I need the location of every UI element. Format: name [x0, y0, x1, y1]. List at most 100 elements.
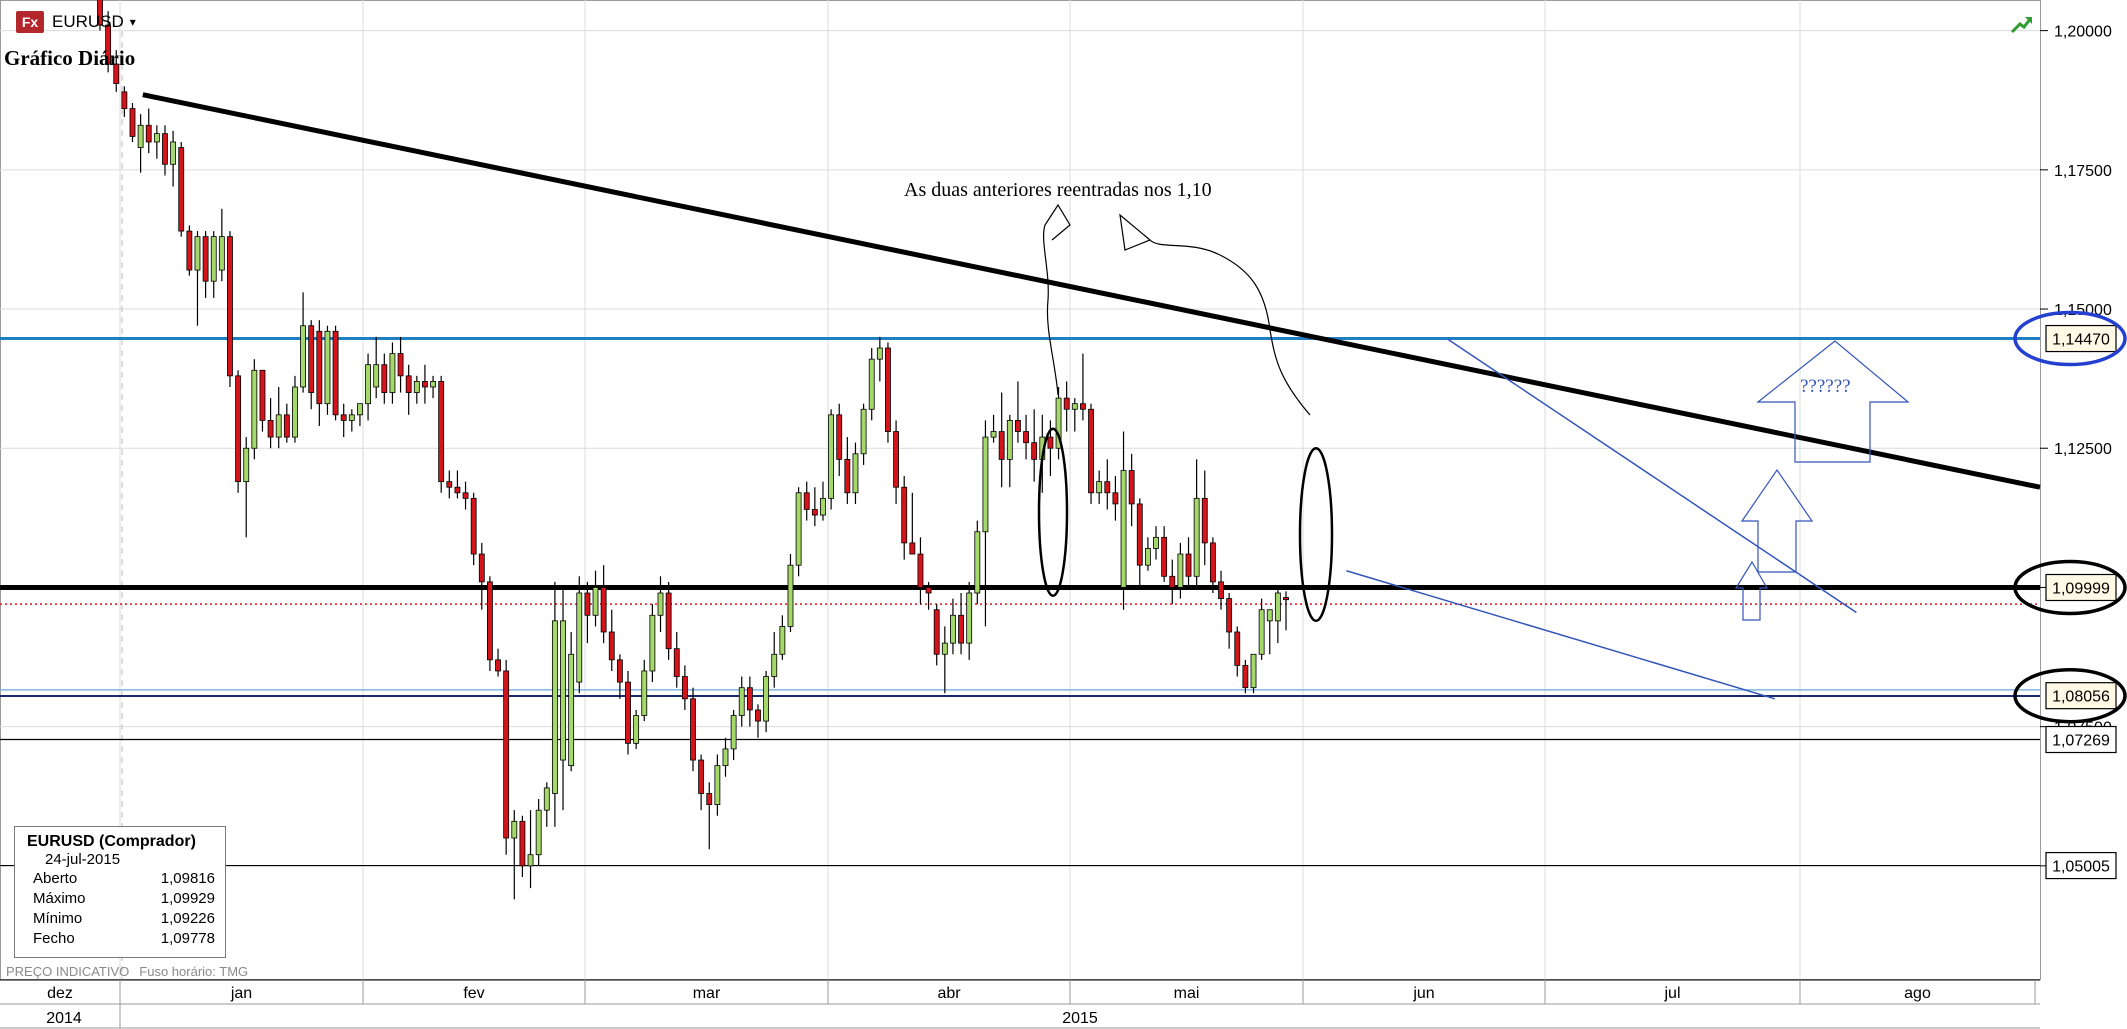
candle — [519, 820, 526, 867]
candle — [1015, 419, 1021, 432]
x-month-label: jul — [1663, 985, 1680, 1002]
candle — [348, 414, 355, 421]
candle — [340, 414, 347, 421]
info-title: EURUSD (Comprador) — [27, 833, 196, 850]
candle — [300, 325, 307, 388]
candle — [828, 414, 835, 499]
footer-note: PREÇO INDICATIVO Fuso horário: TMG — [6, 964, 248, 979]
price-label-ellipse — [2013, 667, 2127, 724]
price-label-box — [2045, 573, 2117, 602]
candle — [397, 353, 404, 377]
candle — [1023, 431, 1029, 444]
candle — [1063, 397, 1070, 410]
chevron-down-icon[interactable]: ▾ — [129, 15, 136, 29]
candle — [941, 642, 948, 655]
info-date: 24-jul-2015 — [45, 851, 121, 868]
candle — [535, 809, 542, 856]
price-label-ellipse — [2013, 310, 2127, 367]
candle — [1274, 592, 1281, 622]
x-month-label: ago — [1904, 985, 1931, 1002]
candle — [1161, 536, 1168, 577]
candle — [551, 620, 558, 794]
y-tick-label: 1,17500 — [2054, 163, 2112, 180]
reentry-ellipse — [1298, 446, 1334, 623]
candle — [820, 497, 826, 516]
candle — [511, 820, 518, 839]
candle — [852, 453, 859, 494]
annotation-previous: As duas anteriores reentradas nos 1,10 — [904, 179, 1212, 201]
info-row-close: Fecho 1,09778 — [33, 930, 215, 947]
candle — [527, 854, 534, 867]
candle — [1031, 442, 1038, 460]
candle — [105, 24, 112, 65]
candle — [462, 492, 469, 499]
candle — [235, 375, 242, 483]
candle — [1250, 653, 1257, 689]
candle — [974, 531, 981, 594]
trendline-channel-bottom — [1346, 570, 1776, 700]
candle — [608, 631, 615, 661]
reentry-ellipse — [1037, 427, 1069, 598]
candle — [113, 63, 120, 84]
candle — [1144, 548, 1151, 566]
up-arrow-outline — [1740, 468, 1814, 573]
price-label: 1,07269 — [2052, 733, 2110, 750]
candle — [1120, 470, 1127, 588]
candle — [1234, 631, 1241, 666]
candle — [446, 481, 453, 488]
candle — [97, 0, 103, 26]
candle — [1258, 609, 1265, 655]
candle — [860, 408, 867, 455]
candle — [1112, 492, 1119, 505]
candle — [357, 403, 363, 416]
candle — [657, 592, 664, 616]
candle — [405, 375, 412, 393]
price-label-box — [2045, 324, 2117, 353]
candle — [933, 609, 940, 655]
candle — [795, 492, 802, 566]
candle — [1055, 397, 1062, 449]
candle — [917, 553, 924, 588]
candle — [153, 133, 160, 143]
fx-badge-icon: Fx — [16, 11, 44, 33]
candle — [1169, 575, 1176, 588]
info-row-high: Máximo 1,09929 — [33, 890, 215, 907]
candle — [267, 419, 274, 438]
candle — [162, 133, 168, 165]
candle — [706, 793, 713, 806]
candle — [218, 236, 225, 271]
trend-arrow-icon[interactable] — [2010, 14, 2034, 34]
candle — [1079, 403, 1086, 410]
candle — [876, 347, 883, 360]
candle — [714, 765, 721, 806]
candle — [836, 414, 843, 460]
candle — [966, 592, 973, 644]
candle — [1266, 609, 1273, 622]
symbol-selector[interactable]: EURUSD — [52, 12, 124, 31]
candle — [755, 709, 761, 722]
x-month-label: abr — [937, 985, 961, 1002]
candle — [909, 542, 916, 555]
candle — [495, 659, 501, 672]
candle — [1128, 470, 1135, 505]
x-month-label: fev — [463, 985, 484, 1002]
trendline-downtrend — [142, 92, 2041, 490]
x-month-label: jun — [1412, 985, 1434, 1002]
candle — [503, 670, 510, 839]
candle — [454, 486, 461, 494]
candle — [592, 587, 599, 616]
candle — [722, 748, 729, 767]
candle — [730, 715, 737, 750]
candle — [259, 369, 266, 421]
x-year-label: 2014 — [46, 1010, 82, 1027]
ohlc-info-box: EURUSD (Comprador) 24-jul-2015 Aberto 1,0… — [14, 826, 226, 958]
price-label-box — [2045, 682, 2117, 710]
candle — [616, 659, 623, 683]
candle — [584, 592, 591, 616]
candle — [560, 620, 566, 761]
x-month-label: mai — [1174, 985, 1200, 1002]
candle — [1242, 664, 1249, 689]
candle — [178, 147, 185, 232]
price-label-box — [2045, 851, 2117, 880]
annotation-question: ?????? — [1800, 376, 1851, 397]
